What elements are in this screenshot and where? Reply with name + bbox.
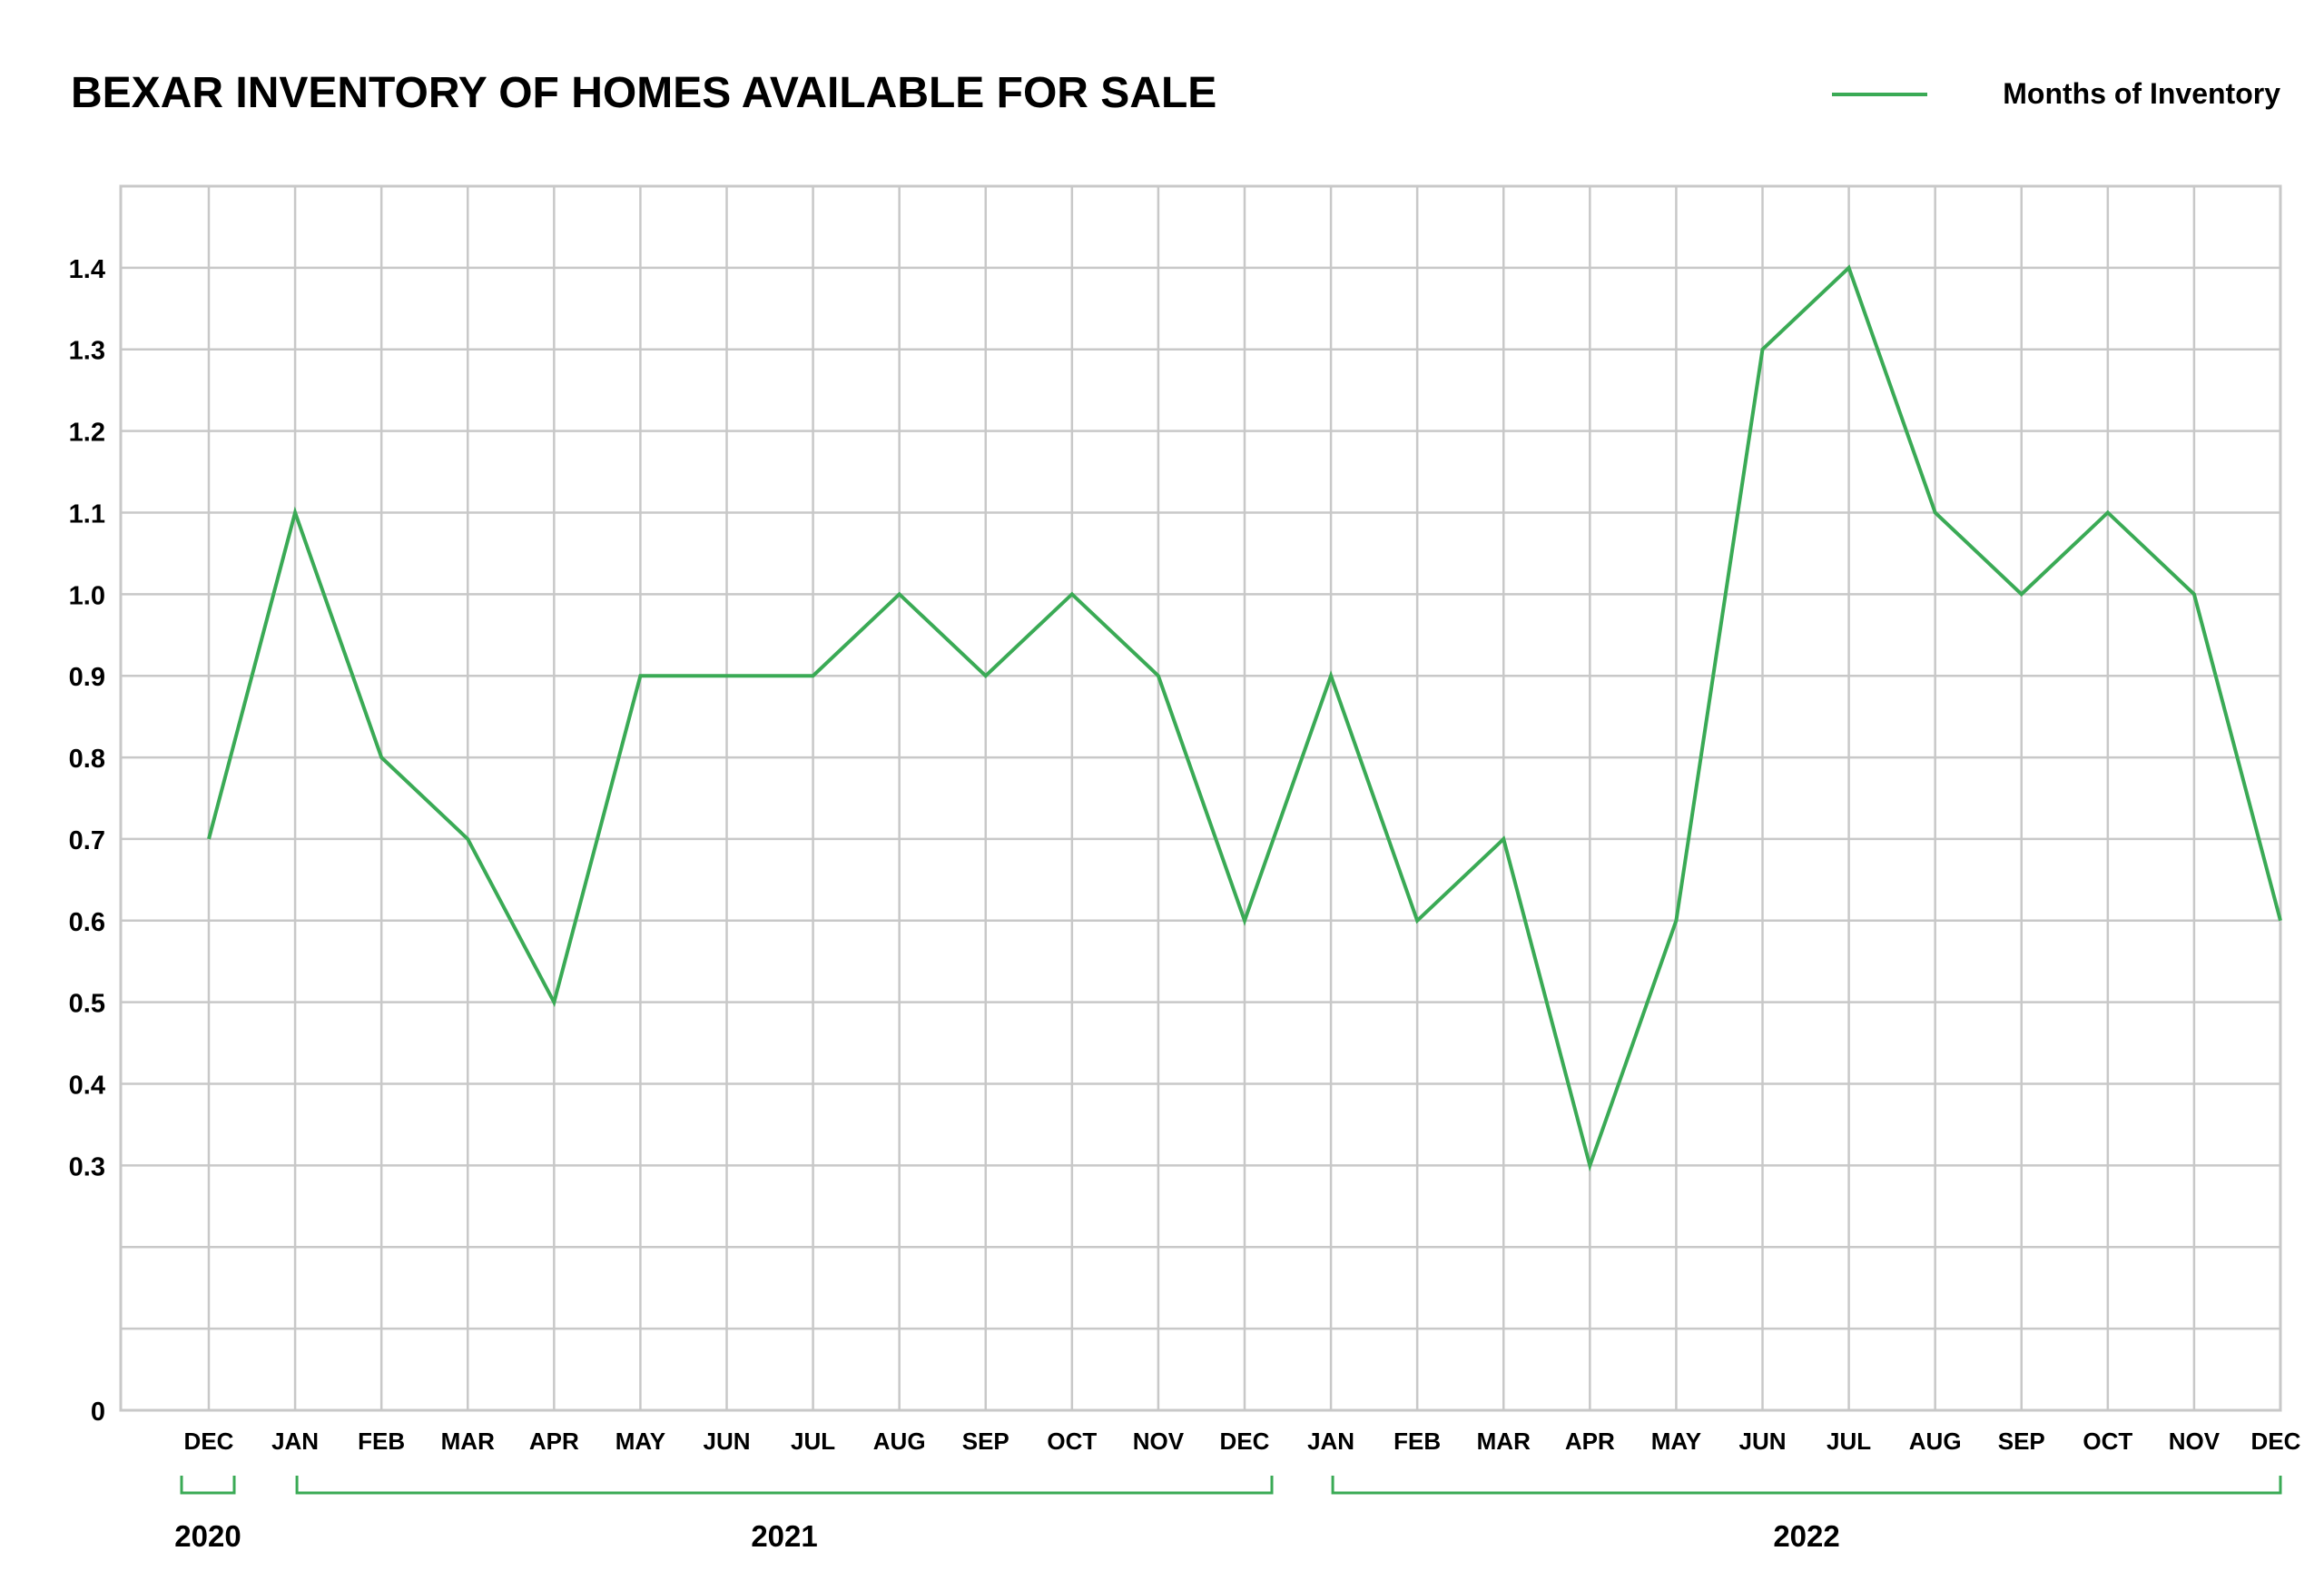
year-bracket <box>1331 1476 2282 1495</box>
x-tick-label: SEP <box>1998 1428 2045 1455</box>
y-tick-label: 1.1 <box>69 499 105 529</box>
x-tick-label: MAY <box>1651 1428 1701 1455</box>
y-tick-label: 0.9 <box>69 663 105 692</box>
y-tick-label: 0.6 <box>69 908 105 937</box>
y-tick-label: 0.8 <box>69 745 105 774</box>
series-layer <box>207 264 2282 1172</box>
x-tick-label: DEC <box>2251 1428 2301 1455</box>
x-tick-label: JAN <box>271 1428 319 1455</box>
legend-label: Months of Inventory <box>2003 77 2280 110</box>
x-tick-label: JUL <box>1827 1428 1871 1455</box>
x-tick-label: OCT <box>2083 1428 2132 1455</box>
y-tick-label: 1.4 <box>69 255 105 284</box>
x-tick-label: JUL <box>791 1428 835 1455</box>
y-tick-label: 1.0 <box>69 581 105 610</box>
year-brackets: 2020 2021 2022 <box>174 1476 2282 1553</box>
legend: Months of Inventory <box>1832 77 2280 110</box>
y-tick-label: 0 <box>91 1398 105 1427</box>
x-tick-label: APR <box>529 1428 579 1455</box>
x-tick-label: FEB <box>358 1428 405 1455</box>
year-label: 2021 <box>751 1519 817 1553</box>
x-tick-label: AUG <box>1909 1428 1962 1455</box>
x-tick-label: DEC <box>184 1428 234 1455</box>
x-tick-label: FEB <box>1393 1428 1441 1455</box>
grid <box>119 184 2282 1412</box>
year-label: 2020 <box>174 1519 241 1553</box>
year-bracket <box>295 1476 1274 1495</box>
y-tick-label: 0.7 <box>69 826 105 855</box>
x-tick-label: MAY <box>615 1428 665 1455</box>
y-tick-label: 0.5 <box>69 990 105 1019</box>
y-axis: 0 0.3 0.4 0.5 0.6 0.7 0.8 0.9 1.0 1.1 1.2 1.3 1.4 <box>69 255 105 1427</box>
y-tick-label: 1.3 <box>69 337 105 366</box>
chart-title: BEXAR INVENTORY OF HOMES AVAILABLE FOR S… <box>71 69 1216 117</box>
year-label: 2022 <box>1773 1519 1839 1553</box>
x-tick-label: JUN <box>703 1428 750 1455</box>
x-tick-label: DEC <box>1220 1428 1270 1455</box>
x-tick-label: OCT <box>1047 1428 1097 1455</box>
x-tick-label: AUG <box>873 1428 926 1455</box>
y-tick-label: 0.3 <box>69 1152 105 1181</box>
series-line <box>207 264 2282 1172</box>
x-axis: DEC JAN FEB MAR APR MAY JUN JUL AUG SEP OCT NOV DEC J… <box>184 1428 2301 1455</box>
x-tick-label: APR <box>1565 1428 1615 1455</box>
year-bracket <box>180 1476 236 1495</box>
x-tick-label: NOV <box>1133 1428 1185 1455</box>
x-tick-label: JUN <box>1738 1428 1786 1455</box>
x-tick-label: JAN <box>1307 1428 1354 1455</box>
y-tick-label: 0.4 <box>69 1072 105 1101</box>
x-tick-label: MAR <box>441 1428 495 1455</box>
x-tick-label: MAR <box>1477 1428 1531 1455</box>
x-tick-label: NOV <box>2169 1428 2221 1455</box>
x-tick-label: SEP <box>962 1428 1009 1455</box>
y-tick-label: 1.2 <box>69 419 105 448</box>
